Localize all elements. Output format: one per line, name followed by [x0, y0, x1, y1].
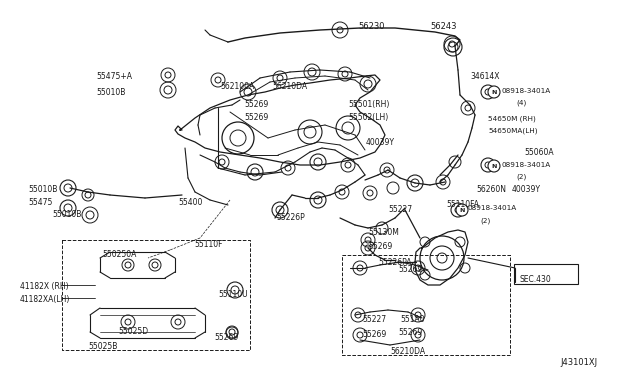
Text: 55010B: 55010B — [52, 210, 81, 219]
Text: 41182XA(LH): 41182XA(LH) — [20, 295, 70, 304]
Text: 56210DA: 56210DA — [390, 347, 425, 356]
Text: 55501(RH): 55501(RH) — [348, 100, 389, 109]
Text: N: N — [492, 90, 497, 94]
Circle shape — [488, 160, 500, 172]
Text: 40039Y: 40039Y — [366, 138, 395, 147]
Circle shape — [488, 86, 500, 98]
Text: 55475+A: 55475+A — [96, 72, 132, 81]
Text: 08918-3401A: 08918-3401A — [468, 205, 517, 211]
Text: 54650MA(LH): 54650MA(LH) — [488, 127, 538, 134]
Text: SEC.430: SEC.430 — [520, 275, 552, 284]
Text: 56260N: 56260N — [476, 185, 506, 194]
Text: 55227: 55227 — [388, 205, 412, 214]
Text: J43101XJ: J43101XJ — [560, 358, 597, 367]
Text: (2): (2) — [480, 218, 490, 224]
Text: 55269: 55269 — [214, 333, 238, 342]
Text: 55400: 55400 — [178, 198, 202, 207]
Text: 55269: 55269 — [244, 100, 268, 109]
Text: N: N — [492, 164, 497, 169]
Text: 562100A: 562100A — [220, 82, 254, 91]
Text: 56230: 56230 — [358, 22, 385, 31]
Text: 55226P: 55226P — [276, 213, 305, 222]
Text: 55010B: 55010B — [96, 88, 125, 97]
Text: 55060A: 55060A — [524, 148, 554, 157]
Text: 08918-3401A: 08918-3401A — [502, 162, 551, 168]
Text: 55110FA: 55110FA — [446, 200, 479, 209]
Text: 550250A: 550250A — [102, 250, 136, 259]
Text: 08918-3401A: 08918-3401A — [502, 88, 551, 94]
Text: 55110U: 55110U — [218, 290, 248, 299]
Text: 55269: 55269 — [362, 330, 387, 339]
Text: 551A0: 551A0 — [400, 315, 424, 324]
Text: 55025D: 55025D — [118, 327, 148, 336]
Text: 55269: 55269 — [398, 265, 422, 274]
Text: 41182X (RH): 41182X (RH) — [20, 282, 68, 291]
Text: N: N — [460, 208, 465, 212]
Text: 55269: 55269 — [398, 328, 422, 337]
Text: 55130M: 55130M — [368, 228, 399, 237]
Text: 55502(LH): 55502(LH) — [348, 113, 388, 122]
Text: 55475: 55475 — [28, 198, 52, 207]
Text: 55227: 55227 — [362, 315, 386, 324]
Text: 55269: 55269 — [368, 242, 392, 251]
Text: 55025B: 55025B — [88, 342, 117, 351]
Text: 54650M (RH): 54650M (RH) — [488, 115, 536, 122]
Text: 55269: 55269 — [244, 113, 268, 122]
Text: 40039Y: 40039Y — [512, 185, 541, 194]
Text: 55226PA: 55226PA — [378, 258, 412, 267]
Text: 55110F: 55110F — [194, 240, 223, 249]
Text: 34614X: 34614X — [470, 72, 499, 81]
Text: 55010B: 55010B — [28, 185, 58, 194]
Text: 56210DA: 56210DA — [272, 82, 307, 91]
Text: (2): (2) — [516, 174, 526, 180]
Circle shape — [456, 204, 468, 216]
Text: (4): (4) — [516, 100, 526, 106]
Text: 56243: 56243 — [430, 22, 456, 31]
